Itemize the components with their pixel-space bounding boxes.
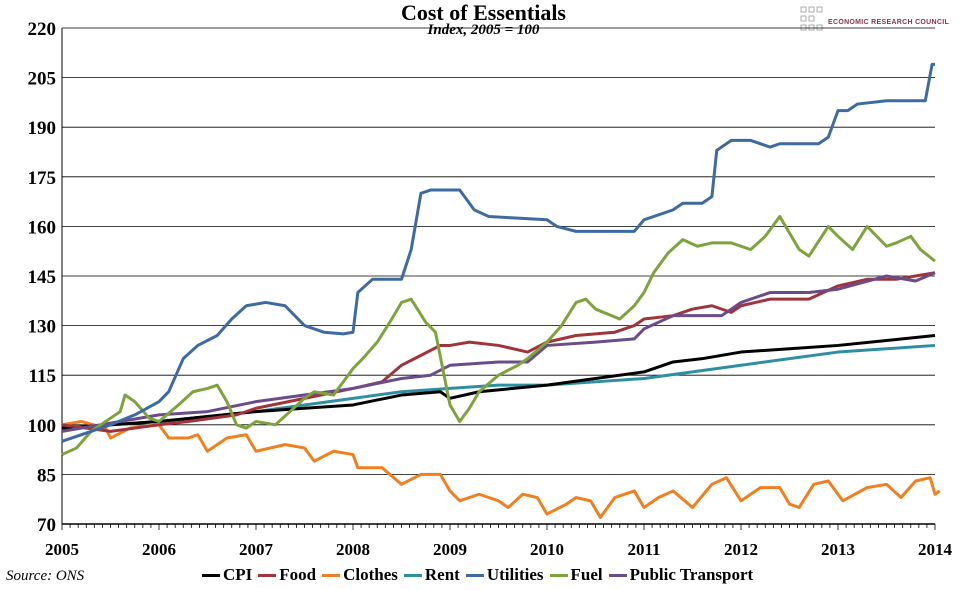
- legend-swatch: [465, 573, 484, 577]
- legend-label: Food: [279, 565, 317, 584]
- legend-label: Public Transport: [629, 565, 754, 584]
- legend-swatch: [322, 573, 341, 577]
- series-line-rent: [61, 343, 936, 430]
- legend-item: Food: [258, 565, 316, 585]
- x-tick-label: 2009: [433, 540, 467, 559]
- y-tick-label: 70: [37, 515, 56, 536]
- series-line-fuel: [61, 214, 936, 456]
- legend-swatch: [549, 573, 568, 577]
- x-tick-label: 2006: [142, 540, 176, 559]
- y-tick-label: 115: [29, 366, 56, 387]
- y-tick-label: 190: [28, 118, 57, 139]
- x-tick-label: 2008: [336, 540, 370, 559]
- legend-swatch: [258, 573, 277, 577]
- series-line-clothes: [61, 419, 941, 519]
- y-tick-label: 130: [28, 317, 57, 338]
- x-tick-label: 2010: [530, 540, 564, 559]
- y-tick-label: 220: [28, 19, 57, 40]
- legend-item: CPI: [202, 565, 252, 585]
- legend-label: Rent: [424, 565, 460, 584]
- series-line-food: [61, 271, 936, 433]
- x-tick-label: 2013: [821, 540, 855, 559]
- y-tick-label: 175: [28, 168, 57, 189]
- x-tick-label: 2007: [239, 540, 274, 559]
- logo-text: ECONOMIC RESEARCH COUNCIL: [828, 19, 950, 26]
- x-tick-label: 2005: [45, 540, 79, 559]
- legend-label: Clothes: [343, 565, 398, 584]
- legend-swatch: [403, 573, 422, 577]
- series-line-cpi: [61, 334, 936, 430]
- legend-swatch: [202, 573, 220, 577]
- x-tick-label: 2011: [627, 540, 660, 559]
- series-line-utilities: [61, 62, 935, 443]
- legend-label: Fuel: [570, 565, 603, 584]
- legend-swatch: [608, 573, 627, 577]
- logo-squares-icon: [800, 6, 823, 31]
- legend-item: Rent: [403, 565, 460, 585]
- legend-item: Fuel: [549, 565, 603, 585]
- legend: CPI Food Clothes Rent Utilities Fuel Public Tr…: [202, 565, 753, 585]
- series-line-public-transport: [61, 271, 936, 433]
- y-tick-label: 145: [28, 267, 57, 288]
- legend-label: CPI: [223, 565, 253, 584]
- x-tick-label: 2012: [724, 540, 758, 559]
- y-tick-label: 85: [37, 465, 56, 486]
- y-tick-label: 205: [28, 69, 57, 90]
- plot-area: 70 85 100 115 130 145 160 175 190 205 220 2005 2006 2…: [28, 19, 953, 559]
- x-tick-label: 2014: [918, 540, 953, 559]
- legend-item: Public Transport: [608, 565, 754, 585]
- chart-subtitle: Index, 2005 = 100: [427, 22, 540, 38]
- legend-item: Clothes: [322, 565, 398, 585]
- y-tick-label: 100: [28, 416, 57, 437]
- legend-label: Utilities: [486, 565, 544, 584]
- legend-item: Utilities: [465, 565, 544, 585]
- chart-title: Cost of Essentials: [400, 0, 566, 25]
- source-note: Source: ONS: [6, 568, 85, 584]
- y-tick-label: 160: [28, 217, 57, 238]
